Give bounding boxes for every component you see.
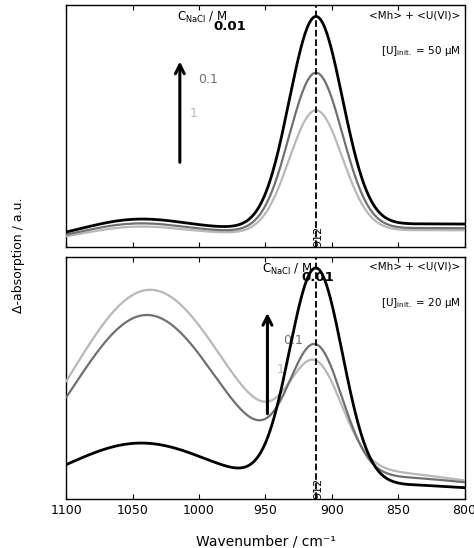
Text: [U]$_\mathrm{init.}$ = 20 μM: [U]$_\mathrm{init.}$ = 20 μM bbox=[381, 295, 461, 310]
Text: 0.01: 0.01 bbox=[301, 271, 334, 284]
Text: [U]$_\mathrm{init.}$ = 50 μM: [U]$_\mathrm{init.}$ = 50 μM bbox=[381, 44, 461, 58]
Text: $\mathrm{C_{NaCl}}$ / M: $\mathrm{C_{NaCl}}$ / M bbox=[262, 262, 312, 277]
Text: $\mathrm{C_{NaCl}}$ / M: $\mathrm{C_{NaCl}}$ / M bbox=[177, 10, 227, 25]
Text: Wavenumber / cm⁻¹: Wavenumber / cm⁻¹ bbox=[195, 534, 336, 548]
Text: 0.1: 0.1 bbox=[198, 73, 218, 86]
Text: 912: 912 bbox=[313, 477, 323, 499]
Text: 1: 1 bbox=[277, 363, 284, 376]
Text: 912: 912 bbox=[313, 226, 323, 247]
Text: 0.1: 0.1 bbox=[283, 334, 303, 347]
Text: Δ-absorption / a.u.: Δ-absorption / a.u. bbox=[12, 197, 25, 312]
Text: <Mh> + <U(VI)>: <Mh> + <U(VI)> bbox=[369, 10, 461, 20]
Text: <Mh> + <U(VI)>: <Mh> + <U(VI)> bbox=[369, 262, 461, 272]
Text: 1: 1 bbox=[190, 107, 198, 120]
Text: 0.01: 0.01 bbox=[214, 20, 246, 33]
